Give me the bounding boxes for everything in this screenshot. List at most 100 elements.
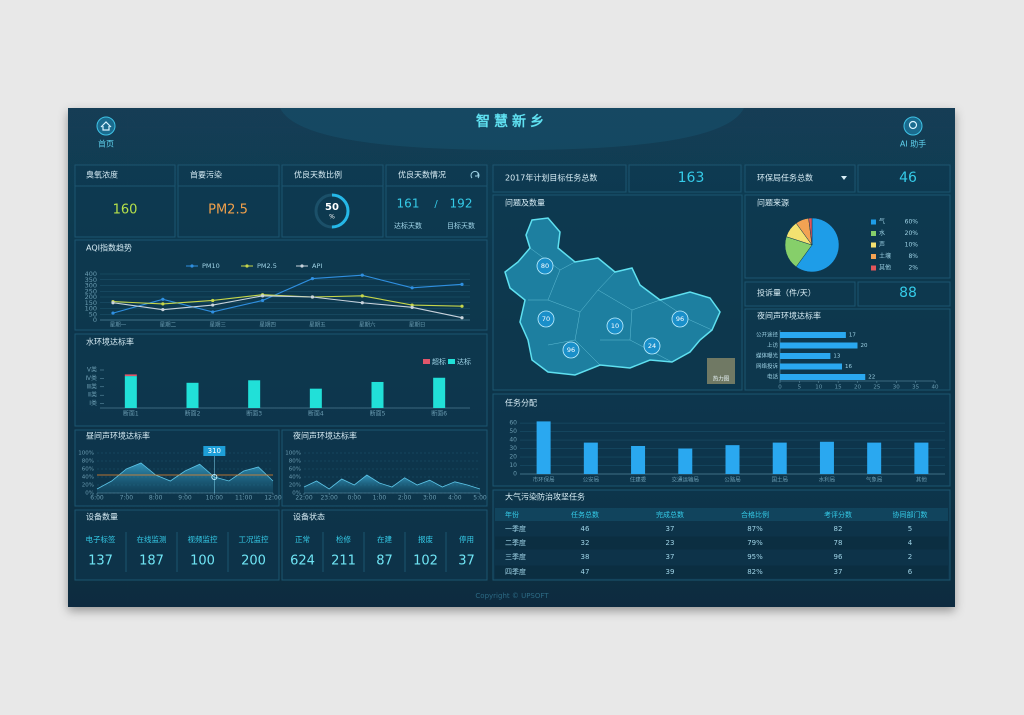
bar — [433, 377, 446, 408]
legend-label: PM10 — [202, 262, 220, 270]
panel-title: 问题来源 — [757, 199, 789, 208]
x-tick-label: 11:00 — [235, 495, 252, 502]
legend-value: 2% — [908, 265, 918, 272]
bar — [780, 353, 831, 359]
device-value: 37 — [458, 554, 475, 569]
y-tick-label: Ⅰ类 — [89, 399, 97, 407]
assistant-icon[interactable] — [903, 116, 923, 136]
legend-label: 达标 — [457, 357, 471, 366]
table-cell: 4 — [908, 539, 913, 547]
heat-legend — [707, 358, 735, 384]
kpi-value: 192 — [450, 197, 473, 211]
y-tick-label: 0 — [513, 471, 517, 478]
x-tick-label: 国土局 — [771, 476, 788, 484]
panel — [744, 281, 856, 307]
panel-title: AQI指数趋势 — [86, 243, 132, 253]
data-label: 17 — [849, 333, 856, 339]
table-cell: 四季度 — [505, 567, 526, 576]
y-tick-label: 10 — [509, 462, 517, 469]
device-value: 102 — [413, 554, 438, 569]
table-cell: 82% — [747, 568, 763, 576]
bar — [914, 442, 929, 474]
bar — [780, 374, 866, 380]
x-tick-label: 交通运输局 — [672, 476, 700, 484]
x-tick-label: 3:00 — [423, 495, 437, 502]
bar — [780, 363, 842, 370]
y-tick-label: 60% — [82, 467, 94, 473]
data-point — [460, 282, 464, 286]
x-tick-label: 星期二 — [160, 322, 177, 329]
panel — [74, 429, 280, 507]
table-cell: 37 — [666, 525, 675, 533]
bar — [725, 445, 740, 474]
data-point — [211, 303, 215, 307]
target-value: 46 — [899, 170, 917, 186]
device-label: 在线监测 — [137, 534, 167, 544]
x-tick-label: 5:00 — [473, 495, 487, 502]
table-cell: 2 — [908, 553, 912, 561]
panel — [281, 164, 384, 238]
refresh-icon[interactable] — [470, 170, 480, 179]
series-line — [112, 295, 463, 319]
data-point — [161, 302, 165, 306]
device-value: 187 — [139, 554, 164, 569]
annotation-box — [203, 446, 226, 456]
data-point — [410, 305, 414, 309]
y-tick-label: 30 — [509, 445, 517, 452]
assistant-button[interactable]: AI 助手 — [900, 116, 926, 149]
data-point — [460, 316, 464, 320]
table-cell: 32 — [581, 539, 590, 547]
legend-swatch — [448, 359, 455, 364]
x-tick-label: 6:00 — [90, 495, 104, 502]
legend-label: API — [312, 262, 322, 270]
legend-swatch — [871, 219, 876, 225]
device-value: 211 — [331, 554, 356, 569]
legend-label: 土壤 — [879, 252, 891, 260]
y-tick-label: 100% — [285, 451, 301, 457]
data-point — [460, 304, 464, 308]
home-label[interactable]: 首页 — [98, 139, 114, 149]
kpi-separator: / — [434, 199, 438, 210]
dropdown-arrow[interactable] — [841, 176, 847, 180]
x-tick-label: 断面1 — [123, 410, 139, 418]
legend-label: 其他 — [879, 264, 891, 272]
x-tick-label: 星期一 — [110, 322, 127, 329]
legend-value: 10% — [905, 242, 919, 249]
table-cell: 96 — [834, 553, 843, 561]
x-tick-label: 12:00 — [264, 495, 281, 502]
y-tick-label: 网络投诉 — [756, 362, 779, 370]
x-tick-label: 10:00 — [206, 495, 223, 502]
table-cell: 5 — [908, 525, 912, 533]
home-icon[interactable] — [96, 116, 116, 136]
device-label: 电子标签 — [86, 534, 116, 544]
y-tick-label: 上访 — [767, 341, 779, 349]
series-line — [112, 274, 463, 314]
y-tick-label: Ⅴ类 — [87, 366, 97, 374]
x-tick-label: 星期三 — [209, 322, 226, 329]
table-cell: 95% — [747, 553, 763, 561]
home-button[interactable]: 首页 — [96, 116, 116, 149]
device-value: 624 — [290, 554, 315, 569]
assistant-label[interactable]: AI 助手 — [900, 139, 926, 149]
panel — [492, 164, 627, 193]
x-tick-label: 星期五 — [309, 322, 326, 329]
x-tick-label: 5 — [798, 385, 802, 391]
x-tick-label: 星期日 — [409, 322, 426, 329]
map-bubble — [562, 341, 580, 359]
bar — [536, 421, 551, 474]
bar — [371, 381, 384, 408]
table-header: 任务总数 — [571, 510, 599, 519]
legend-dot — [190, 264, 194, 268]
table-header: 完成总数 — [656, 510, 684, 519]
x-tick-label: 10 — [815, 385, 822, 391]
panel-title: 大气污染防治攻坚任务 — [505, 492, 585, 502]
map-bubble — [606, 317, 624, 335]
x-tick-label: 公安局 — [583, 476, 600, 484]
panel — [744, 164, 856, 193]
panel — [281, 429, 488, 507]
assistant-glyph — [908, 120, 918, 130]
data-point — [161, 308, 165, 312]
y-tick-label: 0% — [292, 491, 301, 497]
device-value: 137 — [88, 554, 113, 569]
